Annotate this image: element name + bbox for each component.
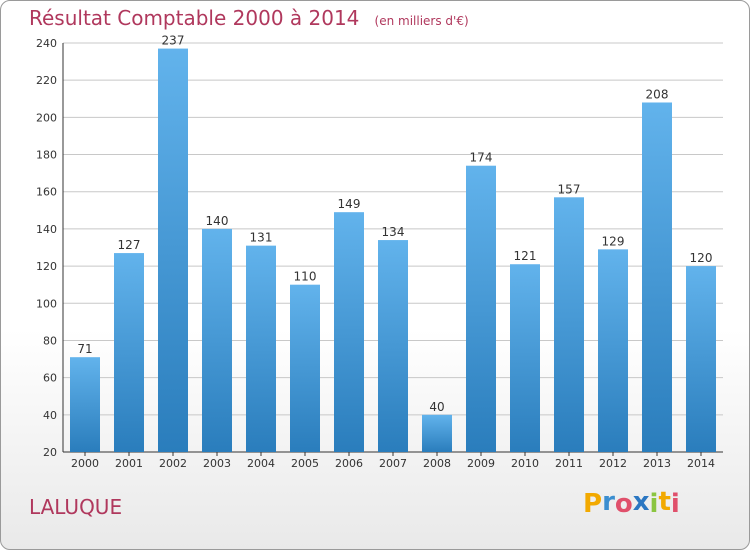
bar-2008 [422,414,452,452]
data-label-2005: 110 [294,270,317,284]
logo-letter: i [649,489,659,519]
y-tick-label: 40 [43,409,57,422]
y-tick-label: 220 [36,74,57,87]
logo-letter: x [632,487,650,517]
x-tick-label-2003: 2003 [203,457,231,470]
data-label-2011: 157 [558,182,581,196]
data-label-2008: 40 [429,400,444,414]
bar-2009 [466,165,496,452]
bar-2005 [290,284,320,452]
data-label-2014: 120 [690,251,713,265]
data-label-2006: 149 [338,197,361,211]
y-tick-label: 160 [36,186,57,199]
bar-2002 [158,48,188,453]
bar-2014 [686,266,716,452]
bar-2003 [202,228,232,452]
x-tick-label-2011: 2011 [555,457,583,470]
bar-2006 [334,212,364,452]
bar-2010 [510,264,540,452]
x-tick-label-2010: 2010 [511,457,539,470]
y-tick-label: 200 [36,111,57,124]
x-tick-label-2005: 2005 [291,457,319,470]
logo-letter: o [614,489,633,519]
logo-letter: t [658,487,671,517]
data-label-2009: 174 [470,151,493,165]
data-label-2004: 131 [250,231,273,245]
y-tick-label: 100 [36,297,57,310]
data-label-2010: 121 [514,249,537,263]
data-label-2002: 237 [162,34,185,48]
x-tick-label-2009: 2009 [467,457,495,470]
logo-letter: i [670,489,680,519]
data-label-2000: 71 [77,342,92,356]
logo-letter: r [602,487,615,517]
y-tick-label: 240 [36,37,57,50]
chart-subtitle: (en milliers d'€) [374,14,469,28]
data-label-2003: 140 [206,214,229,228]
y-tick-label: 180 [36,149,57,162]
bar-2011 [554,197,584,452]
bar-2013 [642,102,672,452]
y-tick-label: 80 [43,334,57,347]
y-tick-label: 60 [43,372,57,385]
x-tick-label-2013: 2013 [643,457,671,470]
x-tick-label-2002: 2002 [159,457,187,470]
proxiti-logo: Proxiti [583,487,680,519]
title-row: Résultat Comptable 2000 à 2014 (en milli… [29,6,469,30]
data-label-2012: 129 [602,234,625,248]
logo-letter: P [583,489,603,519]
bar-2004 [246,245,276,452]
y-tick-label: 120 [36,260,57,273]
bar-2007 [378,240,408,452]
chart-title: Résultat Comptable 2000 à 2014 [29,6,360,30]
bar-2001 [114,253,144,452]
y-tick-label: 140 [36,223,57,236]
x-tick-label-2004: 2004 [247,457,275,470]
x-tick-label-2000: 2000 [71,457,99,470]
bar-2012 [598,249,628,452]
x-tick-label-2001: 2001 [115,457,143,470]
data-label-2007: 134 [382,225,405,239]
x-tick-label-2006: 2006 [335,457,363,470]
x-tick-label-2012: 2012 [599,457,627,470]
x-tick-label-2014: 2014 [687,457,715,470]
commune-name: LALUQUE [29,495,123,519]
bar-2000 [70,357,100,452]
x-tick-label-2007: 2007 [379,457,407,470]
data-label-2001: 127 [118,238,141,252]
x-tick-label-2008: 2008 [423,457,451,470]
data-label-2013: 208 [646,87,669,101]
y-tick-label: 20 [43,446,57,459]
